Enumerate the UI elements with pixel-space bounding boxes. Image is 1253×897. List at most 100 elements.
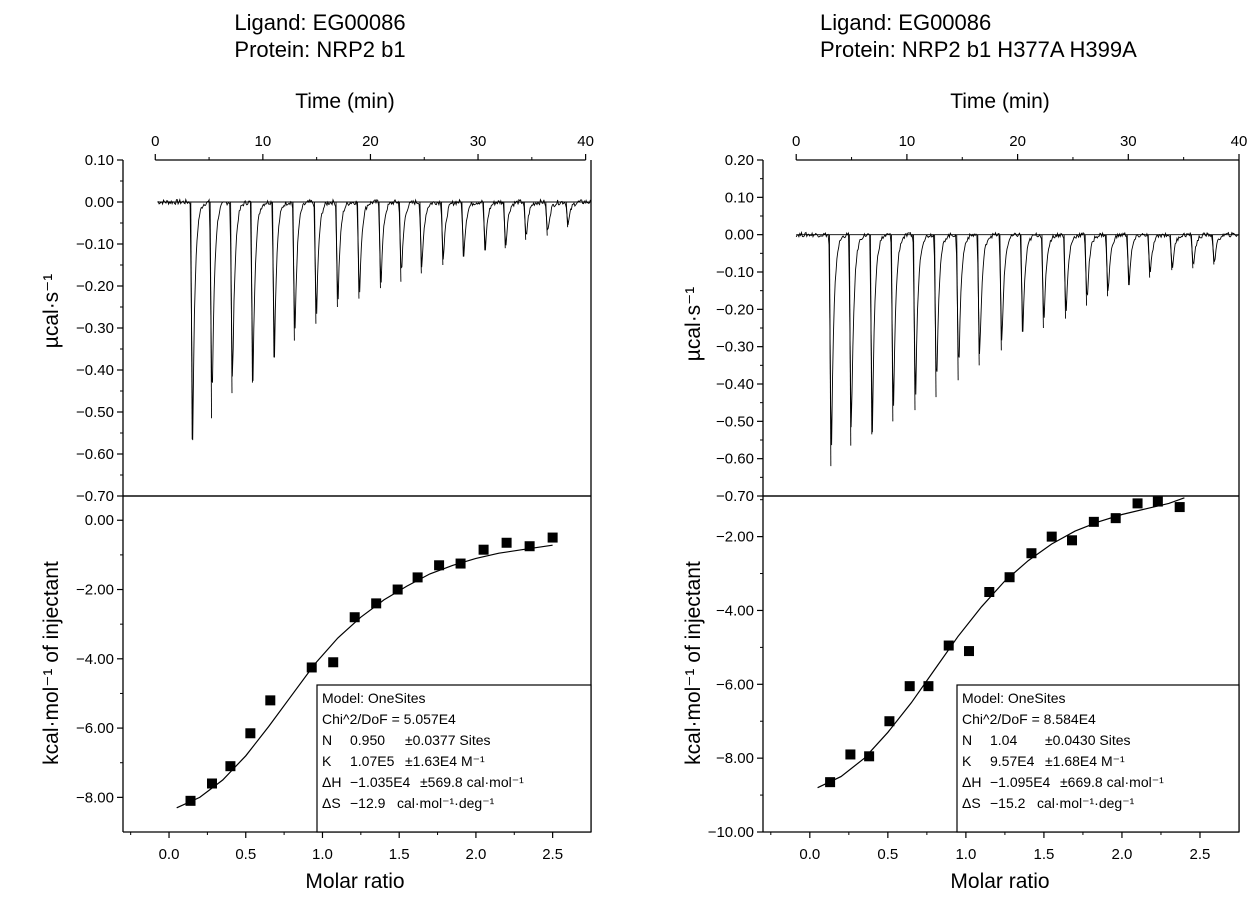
y-tick-label-3: −0.10 bbox=[716, 264, 754, 281]
left-fit-model: Model: OneSites bbox=[322, 690, 426, 706]
injection-peak-14 bbox=[482, 201, 486, 251]
y-tick-label-9: −0.70 bbox=[716, 488, 754, 505]
ratio-tick-label-5: 2.5 bbox=[542, 846, 563, 863]
left-fit-k-symbol: K bbox=[322, 753, 332, 769]
data-point-4 bbox=[265, 695, 276, 706]
y-tick-label-1: 0.10 bbox=[725, 189, 754, 206]
time-tick-label-1: 10 bbox=[899, 133, 916, 150]
injection-peak-16 bbox=[1169, 234, 1173, 271]
time-tick-label-1: 10 bbox=[255, 133, 272, 150]
data-point-11 bbox=[1046, 531, 1057, 542]
left-fit-dh-error: ±569.8 cal·mol⁻¹ bbox=[420, 774, 524, 790]
data-point-12 bbox=[1067, 535, 1078, 546]
left-fit-chi: Chi^2/DoF = 5.057E4 bbox=[322, 711, 456, 727]
data-point-3 bbox=[884, 716, 895, 727]
injection-peak-4 bbox=[272, 201, 275, 358]
right-bottom-xlabel: Molar ratio bbox=[950, 870, 1049, 893]
data-point-15 bbox=[524, 541, 535, 552]
injection-peak-3 bbox=[890, 234, 894, 422]
right-raw-heat-plot: 0 10 20 30 40 0.20 0.10 0.00 −0.10 −0.20 −0.30 −0.4… bbox=[716, 133, 1247, 505]
data-point-8 bbox=[371, 598, 382, 609]
injection-peak-11 bbox=[419, 201, 422, 274]
y-tick-label-7: −0.60 bbox=[76, 446, 114, 463]
injection-peak-9 bbox=[378, 201, 381, 289]
data-point-12 bbox=[455, 558, 466, 569]
right-panel: Ligand: EG00086 Protein: NRP2 b1 H377A H… bbox=[682, 10, 1247, 893]
data-point-5 bbox=[923, 681, 934, 692]
left-fit-results-box: Model: OneSites Chi^2/DoF = 5.057E4 N 0.… bbox=[316, 684, 592, 833]
energy-tick-label-1: −4.00 bbox=[716, 602, 754, 619]
data-point-5 bbox=[306, 662, 317, 673]
left-fit-box-frame bbox=[316, 684, 592, 833]
time-tick-label-3: 30 bbox=[470, 133, 487, 150]
right-fit-dh-value: −1.095E4 bbox=[990, 774, 1051, 790]
energy-tick-label-4: −10.00 bbox=[708, 824, 754, 841]
injection-peak-0 bbox=[190, 201, 193, 440]
data-point-9 bbox=[1004, 572, 1015, 583]
injection-peak-6 bbox=[956, 234, 959, 381]
left-fit-dh-value: −1.035E4 bbox=[350, 774, 411, 790]
injection-peak-8 bbox=[357, 201, 360, 299]
energy-tick-label-1: −2.00 bbox=[76, 582, 114, 599]
data-point-7 bbox=[964, 646, 975, 657]
left-fit-n-error: ±0.0377 Sites bbox=[405, 732, 491, 748]
injection-peak-13 bbox=[461, 201, 464, 257]
data-point-14 bbox=[1110, 513, 1121, 524]
right-title-line-2: Protein: NRP2 b1 H377A H399A bbox=[820, 37, 1137, 62]
right-fit-dh-symbol: ΔH bbox=[962, 774, 981, 790]
data-point-6 bbox=[943, 640, 954, 651]
data-point-14 bbox=[501, 537, 512, 548]
right-fit-ds-unit: cal·mol⁻¹·deg⁻¹ bbox=[1037, 795, 1135, 811]
right-fit-k-value: 9.57E4 bbox=[990, 753, 1035, 769]
injection-peak-18 bbox=[1211, 234, 1215, 265]
left-panel: Ligand: EG00086 Protein: NRP2 b1 Time (m… bbox=[40, 10, 594, 893]
injection-peak-5 bbox=[292, 201, 295, 341]
left-fit-n-symbol: N bbox=[322, 732, 332, 748]
left-raw-heat-plot: 0 10 20 30 40 0.10 0.00 −0.10 −0.20 −0.30 −0.40 −0.… bbox=[76, 133, 594, 505]
y-tick-label-6: −0.40 bbox=[716, 376, 754, 393]
ratio-tick-label-3: 1.5 bbox=[1033, 846, 1054, 863]
injection-peak-18 bbox=[565, 201, 569, 228]
y-tick-label-3: −0.20 bbox=[76, 278, 114, 295]
data-point-9 bbox=[392, 584, 403, 595]
injection-peak-17 bbox=[1190, 234, 1194, 269]
data-point-2 bbox=[864, 751, 875, 762]
data-point-1 bbox=[845, 749, 856, 760]
y-tick-label-4: −0.20 bbox=[716, 301, 754, 318]
ratio-tick-label-0: 0.0 bbox=[799, 846, 820, 863]
ratio-tick-label-2: 1.0 bbox=[955, 846, 976, 863]
data-point-15 bbox=[1132, 498, 1143, 509]
energy-tick-label-4: −8.00 bbox=[76, 789, 114, 806]
right-fit-n-value: 1.04 bbox=[990, 732, 1017, 748]
data-point-13 bbox=[1088, 516, 1099, 527]
left-fit-ds-unit: cal·mol⁻¹·deg⁻¹ bbox=[397, 795, 495, 811]
injection-peak-15 bbox=[1147, 234, 1151, 278]
ratio-tick-label-5: 2.5 bbox=[1190, 846, 1211, 863]
right-fit-ds-symbol: ΔS bbox=[962, 795, 981, 811]
time-tick-label-3: 30 bbox=[1120, 133, 1137, 150]
injection-peak-17 bbox=[545, 201, 548, 236]
data-point-11 bbox=[434, 560, 445, 571]
raw-heat-trace bbox=[795, 230, 1240, 446]
data-point-7 bbox=[349, 612, 360, 623]
right-top-ylabel: µcal·s⁻¹ bbox=[682, 287, 705, 362]
injection-peak-12 bbox=[441, 201, 444, 266]
time-tick-label-0: 0 bbox=[792, 133, 800, 150]
injection-peak-12 bbox=[1084, 234, 1088, 306]
data-point-0 bbox=[185, 795, 196, 806]
right-fit-dh-error: ±669.8 cal·mol⁻¹ bbox=[1060, 774, 1164, 790]
y-tick-label-7: −0.50 bbox=[716, 413, 754, 430]
right-fit-k-error: ±1.68E4 M⁻¹ bbox=[1045, 753, 1125, 769]
right-fit-n-error: ±0.0430 Sites bbox=[1045, 732, 1131, 748]
injection-peak-1 bbox=[209, 201, 212, 419]
time-tick-label-4: 40 bbox=[1231, 133, 1248, 150]
ratio-tick-label-3: 1.5 bbox=[389, 846, 410, 863]
energy-tick-label-2: −4.00 bbox=[76, 651, 114, 668]
time-tick-label-4: 40 bbox=[577, 133, 594, 150]
ratio-tick-label-4: 2.0 bbox=[1112, 846, 1133, 863]
injection-peak-5 bbox=[934, 234, 937, 398]
injection-peak-0 bbox=[828, 234, 832, 467]
injection-peak-16 bbox=[523, 201, 527, 240]
injection-peak-13 bbox=[1105, 234, 1109, 297]
ratio-tick-label-1: 0.5 bbox=[235, 846, 256, 863]
